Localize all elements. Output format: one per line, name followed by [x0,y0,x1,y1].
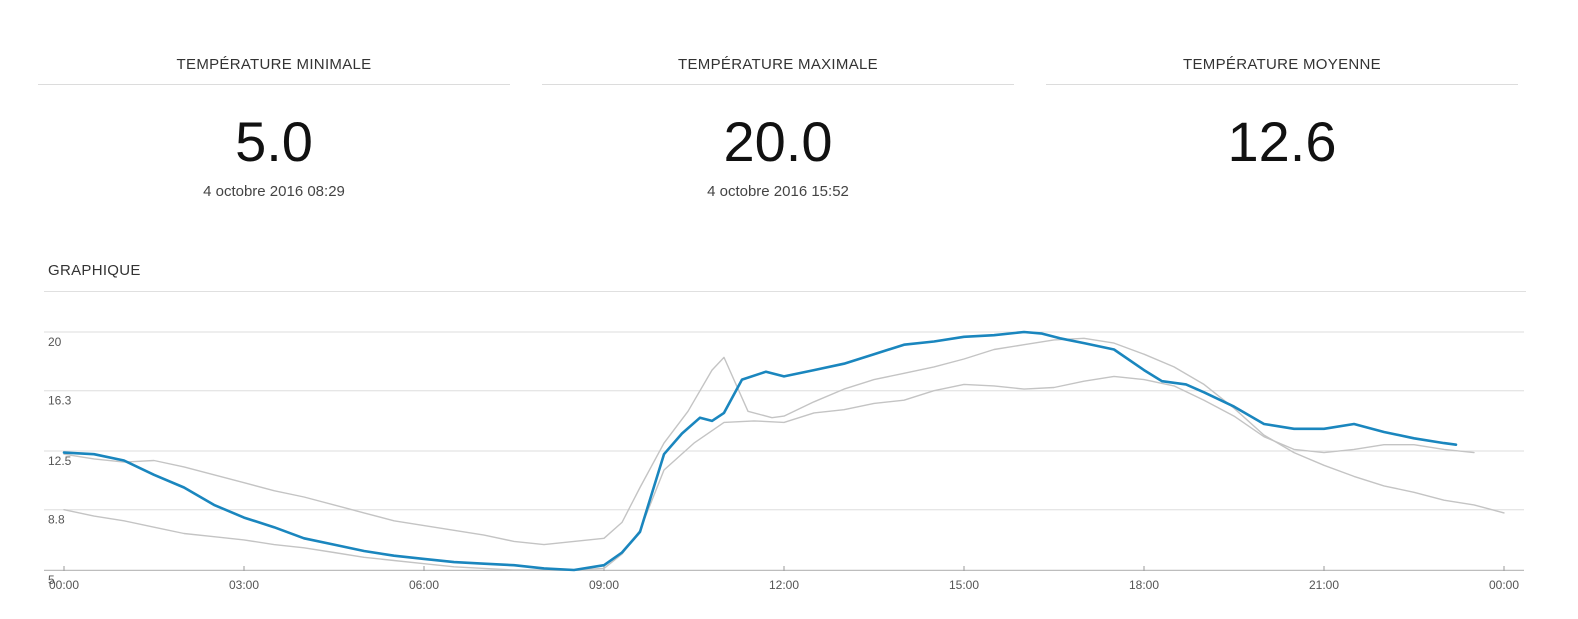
stat-avg-title: TEMPÉRATURE MOYENNE [1183,56,1381,73]
x-tick-label: 00:00 [1489,578,1519,592]
stat-max-title: TEMPÉRATURE MAXIMALE [678,56,878,73]
series-line-main [62,330,1458,572]
stat-min-date: 4 octobre 2016 08:29 [203,183,345,200]
x-tick-label: 09:00 [589,578,619,592]
x-tick-label: 18:00 [1129,578,1159,592]
x-tick-label: 12:00 [769,578,799,592]
x-tick-label: 21:00 [1309,578,1339,592]
graph-section-title: GRAPHIQUE [48,262,141,279]
stat-min-divider [38,84,510,85]
stat-min-title: TEMPÉRATURE MINIMALE [176,56,372,73]
x-tick-label: 00:00 [49,578,79,592]
stat-min-value: 5.0 [235,110,313,173]
x-tick-label: 03:00 [229,578,259,592]
y-tick-label: 8.8 [48,513,65,527]
y-tick-label: 20 [48,335,62,349]
stat-max-value: 20.0 [723,110,833,173]
series-line-reference [63,337,1505,546]
y-tick-label: 12.5 [48,454,72,468]
temperature-chart: 5 8.8 12.5 16.3 20 00:00 03:00 06:00 09:00 12:00 1… [44,330,1524,592]
y-tick-label: 5 [48,573,55,587]
stat-max-divider [542,84,1014,85]
graph-section-divider [44,291,1526,292]
stat-avg-value: 12.6 [1227,110,1337,173]
x-tick-label: 06:00 [409,578,439,592]
x-tick-label: 15:00 [949,578,979,592]
stat-max-date: 4 octobre 2016 15:52 [707,183,849,200]
y-tick-label: 16.3 [48,394,72,408]
stat-avg-divider [1046,84,1518,85]
series-line-reference [63,375,1475,571]
